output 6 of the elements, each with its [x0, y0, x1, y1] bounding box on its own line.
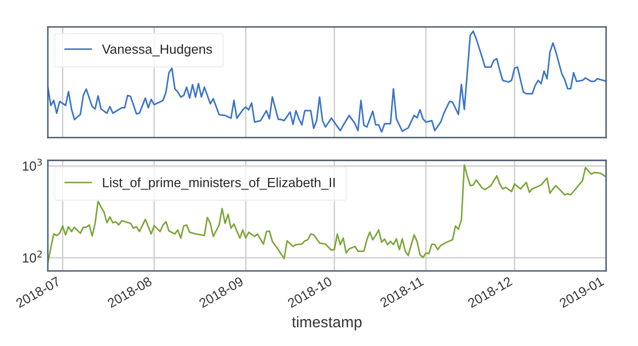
legend-label: List_of_prime_ministers_of_Elizabeth_II — [103, 178, 335, 190]
y-tick-label: 10$^{3}$ — [22, 158, 42, 171]
y-tick-label: 10$^{2}$ — [22, 250, 42, 263]
legend-label: Vanessa_Hudgens — [102, 44, 212, 56]
x-axis-title: timestamp — [292, 316, 362, 330]
line-series — [48, 164, 606, 264]
